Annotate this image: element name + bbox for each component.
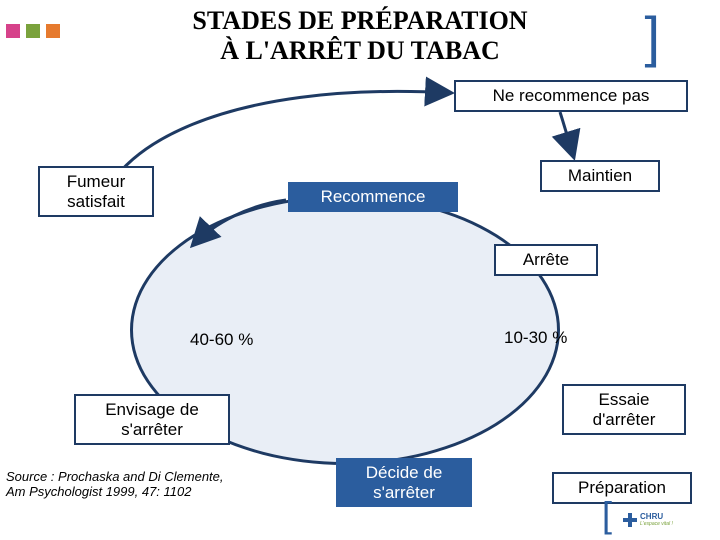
source-l2: Am Psychologist 1999, 47: 1102 [6, 484, 192, 499]
label-arrete: Arrête [523, 250, 569, 269]
label-envisage-l1: Envisage de [105, 400, 199, 419]
box-arrete: Arrête [494, 244, 598, 276]
logo-tagline: L'espace vital ! [640, 521, 673, 527]
label-fumeur-l2: satisfait [67, 192, 125, 211]
pill-decide-arreter: Décide de s'arrêter [336, 458, 472, 507]
logo-cross-icon [623, 513, 637, 527]
label-fumeur-l1: Fumeur [67, 172, 126, 191]
label-essaie-l2: d'arrêter [593, 410, 656, 429]
pct-left: 40-60 % [190, 330, 253, 350]
source-l1: Source : Prochaska and Di Clemente, [6, 469, 224, 484]
page-title: STADES DE PRÉPARATION À L'ARRÊT DU TABAC [0, 6, 720, 66]
logo-text-wrap: CHRU L'espace vital ! [640, 513, 673, 527]
label-decide-l1: Décide de [366, 463, 443, 482]
box-fumeur-satisfait: Fumeur satisfait [38, 166, 154, 217]
box-maintien: Maintien [540, 160, 660, 192]
label-ne-recommence: Ne recommence pas [493, 86, 650, 105]
label-preparation: Préparation [578, 478, 666, 497]
pill-recommence: Recommence [288, 182, 458, 212]
bracket-bottom-right: [ [602, 494, 612, 536]
box-envisage-arreter: Envisage de s'arrêter [74, 394, 230, 445]
arrow-nerecommence-to-maintien [560, 112, 574, 158]
source-citation: Source : Prochaska and Di Clemente, Am P… [6, 469, 224, 500]
pct-right: 10-30 % [504, 328, 567, 348]
box-ne-recommence-pas: Ne recommence pas [454, 80, 688, 112]
title-line2: À L'ARRÊT DU TABAC [220, 36, 500, 65]
title-line1: STADES DE PRÉPARATION [192, 6, 527, 35]
logo-chru: CHRU L'espace vital ! [616, 506, 680, 534]
label-maintien: Maintien [568, 166, 632, 185]
label-essaie-l1: Essaie [598, 390, 649, 409]
label-decide-l2: s'arrêter [373, 483, 435, 502]
logo-name: CHRU [640, 513, 673, 521]
box-essaie-arreter: Essaie d'arrêter [562, 384, 686, 435]
box-preparation: Préparation [552, 472, 692, 504]
label-recommence: Recommence [321, 187, 426, 206]
label-envisage-l2: s'arrêter [121, 420, 183, 439]
